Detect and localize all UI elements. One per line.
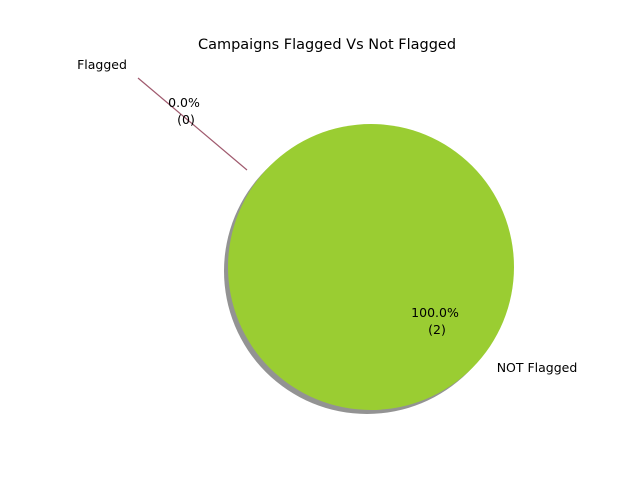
pct-label-not-flagged-count: (2) [428, 322, 446, 337]
chart-title: Campaigns Flagged Vs Not Flagged [198, 37, 456, 53]
pie-slice-not-flagged [228, 124, 514, 410]
slice-label-not-flagged: NOT Flagged [497, 360, 578, 375]
pct-label-flagged-count: (0) [177, 112, 195, 127]
pct-label-not-flagged: 100.0% (2) [411, 305, 463, 337]
pct-label-flagged-percent: 0.0% [168, 95, 200, 110]
pct-label-flagged: 0.0% (0) [168, 95, 204, 127]
pie-slice-flagged [137, 77, 248, 171]
slice-label-flagged: Flagged [77, 57, 127, 72]
pct-label-not-flagged-percent: 100.0% [411, 305, 459, 320]
